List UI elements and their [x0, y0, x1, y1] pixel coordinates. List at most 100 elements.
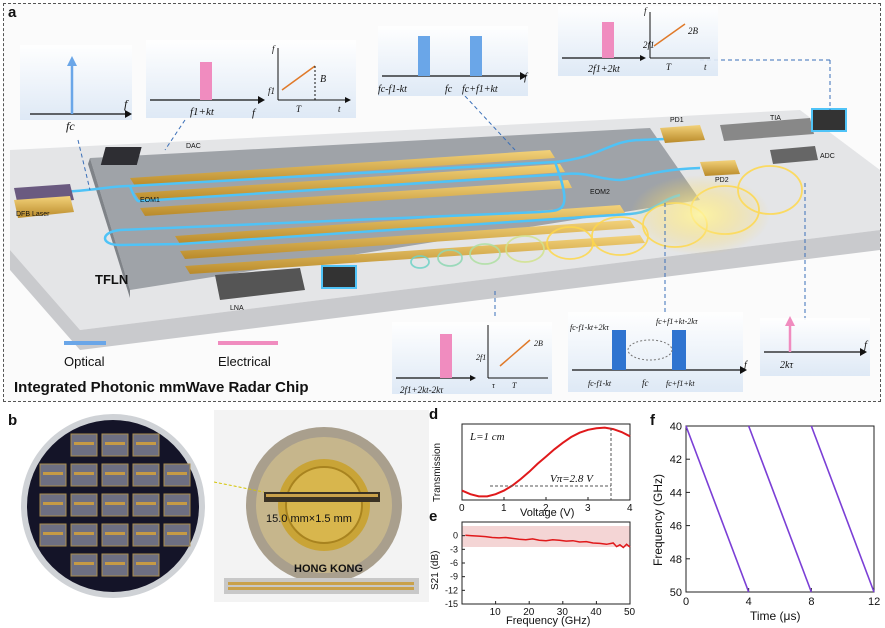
chart-d-vpi-label: Vπ=2.8 V — [550, 473, 594, 485]
svg-text:fc+f1+kt: fc+f1+kt — [666, 379, 695, 388]
chart-d-ylabel: Transmission — [432, 443, 443, 502]
eom2-electrode-3 — [185, 235, 645, 274]
eom2-electrode — [175, 205, 625, 244]
chart-f-chirp-line — [810, 425, 875, 593]
inset-if-output: 2kτ f — [760, 316, 870, 376]
chart-f-ylabel: Frequency (GHz) — [651, 474, 665, 566]
chip-closeup — [224, 578, 419, 594]
eom2-electrode-2 — [180, 220, 635, 259]
chart-e-ytick-label: -3 — [450, 544, 458, 554]
panel-label-f: f — [650, 412, 655, 429]
chart-f-ytick-label: 48 — [670, 554, 682, 566]
chart-d-xlabel: Voltage (V) — [520, 507, 574, 519]
tia-label: TIA — [770, 115, 781, 122]
tfln-label: TFLN — [95, 272, 128, 287]
svg-text:2f1: 2f1 — [643, 40, 655, 50]
svg-text:fc-f1-kt: fc-f1-kt — [588, 379, 612, 388]
svg-text:fc-f1-kt+2kτ: fc-f1-kt+2kτ — [570, 323, 610, 332]
svg-text:2f1+2kt-2kτ: 2f1+2kt-2kτ — [400, 385, 444, 395]
wafer-chip-grid — [39, 433, 191, 577]
svg-text:f: f — [864, 339, 869, 351]
inset-dac-output: f1+kt f f1 t T B f — [146, 40, 356, 119]
chart-f-ytick-label: 42 — [670, 454, 682, 466]
chart-f-xtick-label: 4 — [746, 596, 752, 608]
lna-label: LNA — [230, 305, 244, 312]
chart-e-ytick-label: -15 — [445, 599, 458, 609]
svg-text:T: T — [296, 104, 302, 114]
eom1-label: EOM1 — [140, 197, 160, 204]
panel-label-a: a — [8, 4, 17, 21]
panel-label-d: d — [429, 406, 439, 423]
chart-e-xlabel: Frequency (GHz) — [506, 615, 590, 627]
chart-e-ytick-label: 0 — [453, 531, 458, 541]
legend-optical-label: Optical — [64, 354, 105, 369]
svg-text:f: f — [524, 71, 529, 83]
chart-f-xtick-label: 0 — [683, 596, 689, 608]
lna-chip — [215, 268, 305, 300]
chart-e-ytick-label: -6 — [450, 558, 458, 568]
chart-f-ytick-label: 50 — [670, 587, 682, 599]
svg-text:f: f — [744, 360, 748, 371]
antenna-chip-tx — [811, 108, 847, 132]
svg-text:B: B — [320, 74, 326, 85]
inset-echo-rf: 2f1+2kt-2kτ 2f1 2B τ T — [392, 322, 552, 395]
svg-text:f: f — [644, 6, 648, 16]
chart-f-xtick-label: 12 — [868, 596, 880, 608]
svg-text:f: f — [272, 44, 276, 54]
chart-f-chirp-line — [747, 425, 813, 593]
svg-text:2f1+2kt: 2f1+2kt — [588, 64, 620, 75]
svg-text:f: f — [124, 97, 129, 111]
legend-electrical-label: Electrical — [218, 354, 271, 369]
svg-text:f1: f1 — [268, 86, 275, 96]
chart-f-xtick-label: 8 — [808, 596, 814, 608]
eom1-electrode-2 — [135, 164, 565, 201]
chip-size-label: 15.0 mm×1.5 mm — [266, 513, 352, 525]
dac-label: DAC — [186, 143, 201, 150]
laser-label: DFB Laser — [16, 211, 50, 218]
chart-e-xtick-label: 50 — [624, 607, 636, 618]
chart-f-chirp-line — [685, 425, 750, 593]
svg-text:fc+f1+kt: fc+f1+kt — [462, 84, 498, 95]
chart-f-xlabel: Time (μs) — [750, 609, 800, 623]
chip-base-edge — [10, 230, 880, 350]
adc-label: ADC — [820, 153, 835, 160]
svg-text:t: t — [704, 62, 707, 72]
coin-text: HONG KONG — [294, 563, 363, 575]
pd1-label: PD1 — [670, 117, 684, 124]
svg-text:f: f — [252, 107, 257, 119]
inset-laser-spectrum: fc f — [20, 45, 132, 133]
eom2-label: EOM2 — [590, 189, 610, 196]
waveguide-to-pd2 — [619, 166, 701, 182]
eom1-electrode-3 — [140, 180, 572, 216]
svg-text:2f1: 2f1 — [476, 353, 486, 362]
svg-text:fc: fc — [445, 84, 453, 95]
waveguide-arm — [128, 172, 621, 203]
beam-glow — [630, 175, 770, 255]
inset-pd1-output: 2f1+2kt 2f1 2B T t f — [558, 6, 718, 76]
svg-text:2B: 2B — [688, 26, 699, 36]
chart-e-xtick-label: 30 — [557, 607, 569, 618]
chart-d-xtick-label: 2 — [543, 503, 549, 514]
svg-text:2B: 2B — [534, 339, 543, 348]
inset-connectors — [77, 59, 831, 320]
panel-label-b: b — [8, 412, 18, 429]
coin-photo: HONG KONG 15.0 mm×1.5 mm — [214, 410, 429, 602]
adc-chip — [770, 146, 818, 164]
chart-d: 0 1 2 3 4 L=1 cm Vπ=2.8 V Voltage (V) Transm… — [432, 423, 633, 519]
chart-e-ylabel: S21 (dB) — [430, 551, 441, 590]
chart-f-frame — [685, 425, 875, 593]
chart-f-ytick-label: 46 — [670, 521, 682, 533]
chart-e-curve — [465, 534, 631, 549]
tfln-edge — [88, 158, 130, 298]
chart-e-xtick-label: 10 — [490, 607, 502, 618]
svg-text:t: t — [338, 104, 341, 114]
svg-text:τ: τ — [492, 381, 496, 390]
chart-e-ytick-label: -12 — [445, 585, 458, 595]
svg-text:2kτ: 2kτ — [780, 360, 793, 371]
pd1-chip — [660, 125, 705, 143]
svg-text:fc: fc — [642, 378, 649, 388]
chart-d-xtick-label: 3 — [585, 503, 591, 514]
chart-d-length-label: L=1 cm — [469, 431, 505, 443]
pd2-label: PD2 — [715, 177, 729, 184]
